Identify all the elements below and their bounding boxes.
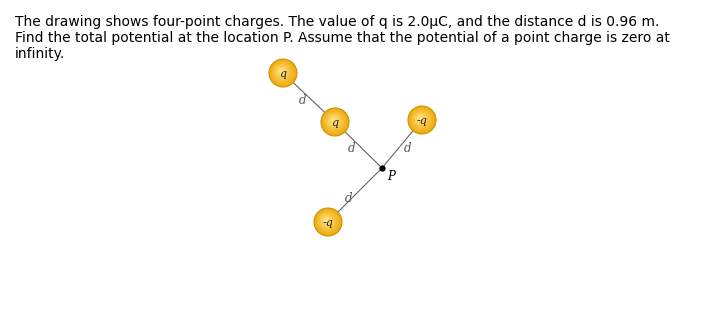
Circle shape: [415, 113, 426, 124]
Circle shape: [321, 108, 349, 136]
Text: P: P: [387, 170, 395, 183]
Circle shape: [272, 62, 293, 83]
Circle shape: [269, 60, 296, 86]
Circle shape: [276, 67, 287, 77]
Circle shape: [419, 117, 421, 120]
Circle shape: [320, 215, 333, 227]
Circle shape: [277, 67, 286, 76]
Circle shape: [408, 107, 435, 133]
Circle shape: [325, 112, 343, 130]
Circle shape: [328, 115, 339, 126]
Circle shape: [316, 210, 340, 234]
Text: q: q: [279, 69, 287, 79]
Circle shape: [410, 108, 433, 132]
Circle shape: [418, 116, 423, 120]
Circle shape: [279, 69, 283, 73]
Circle shape: [419, 117, 420, 119]
Circle shape: [330, 117, 337, 124]
Text: d: d: [346, 192, 353, 205]
Text: d: d: [404, 141, 412, 155]
Circle shape: [273, 63, 292, 82]
Text: d: d: [348, 142, 356, 156]
Circle shape: [276, 66, 288, 78]
Circle shape: [274, 64, 289, 80]
Circle shape: [315, 209, 341, 235]
Circle shape: [314, 208, 342, 236]
Circle shape: [330, 117, 336, 123]
Circle shape: [320, 213, 335, 229]
Circle shape: [271, 61, 294, 84]
Circle shape: [324, 111, 345, 132]
Circle shape: [323, 216, 330, 225]
Text: d: d: [300, 95, 307, 108]
Circle shape: [280, 70, 282, 72]
Circle shape: [408, 106, 436, 134]
Circle shape: [411, 109, 432, 130]
Circle shape: [324, 218, 328, 222]
Circle shape: [278, 68, 285, 75]
Circle shape: [279, 68, 284, 74]
Circle shape: [318, 212, 336, 230]
Circle shape: [270, 60, 295, 85]
Text: -q: -q: [417, 116, 428, 126]
Circle shape: [269, 59, 297, 87]
Circle shape: [323, 217, 330, 224]
Circle shape: [323, 217, 329, 223]
Circle shape: [271, 61, 294, 84]
Circle shape: [323, 110, 346, 134]
Circle shape: [317, 211, 338, 232]
Circle shape: [325, 219, 328, 221]
Circle shape: [327, 114, 341, 128]
Circle shape: [413, 111, 428, 127]
Text: The drawing shows four-point charges. The value of q is 2.0μC, and the distance : The drawing shows four-point charges. Th…: [15, 15, 670, 61]
Circle shape: [412, 110, 431, 129]
Circle shape: [316, 210, 339, 233]
Circle shape: [318, 212, 337, 231]
Circle shape: [273, 63, 292, 82]
Circle shape: [414, 112, 428, 126]
Circle shape: [325, 111, 344, 131]
Circle shape: [325, 113, 343, 129]
Text: -q: -q: [323, 218, 333, 228]
Circle shape: [331, 118, 336, 122]
Circle shape: [325, 219, 327, 221]
Circle shape: [332, 119, 335, 122]
Circle shape: [322, 109, 348, 135]
Circle shape: [328, 114, 340, 127]
Circle shape: [409, 107, 434, 132]
Circle shape: [320, 214, 334, 228]
Circle shape: [275, 65, 289, 79]
Circle shape: [274, 64, 291, 81]
Circle shape: [322, 109, 347, 134]
Circle shape: [418, 115, 423, 121]
Circle shape: [276, 66, 287, 77]
Circle shape: [412, 110, 431, 128]
Circle shape: [416, 114, 425, 123]
Circle shape: [319, 213, 336, 230]
Circle shape: [415, 112, 427, 125]
Circle shape: [415, 114, 426, 124]
Circle shape: [329, 116, 338, 126]
Text: q: q: [331, 118, 338, 128]
Circle shape: [321, 215, 333, 226]
Circle shape: [410, 108, 433, 131]
Circle shape: [315, 209, 341, 234]
Circle shape: [322, 216, 331, 226]
Circle shape: [417, 115, 424, 122]
Circle shape: [413, 111, 430, 127]
Circle shape: [279, 70, 282, 72]
Circle shape: [326, 113, 342, 129]
Circle shape: [329, 116, 338, 125]
Circle shape: [323, 111, 346, 133]
